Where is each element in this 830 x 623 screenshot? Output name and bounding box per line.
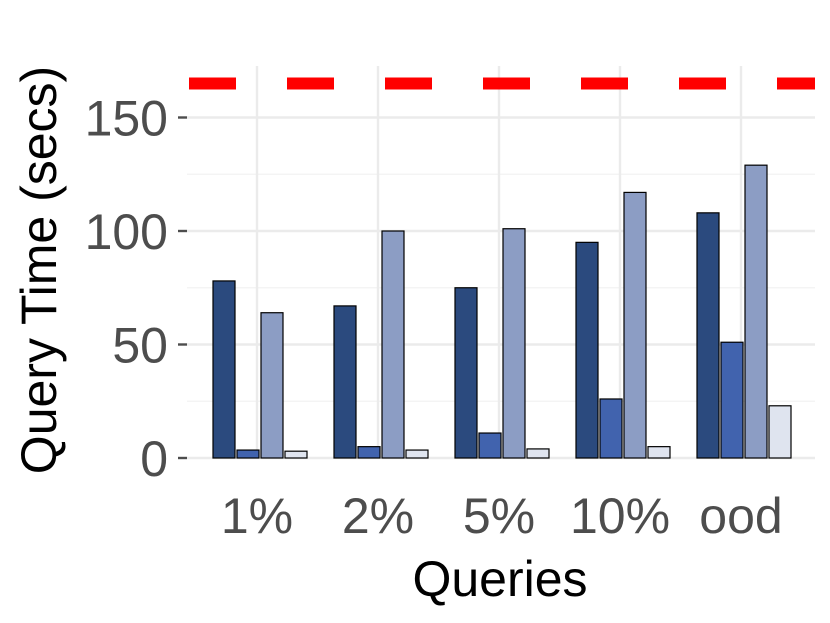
bar — [405, 449, 429, 459]
axis-ticks — [178, 116, 187, 460]
x-tick-labels: 1% 2% 5% 10% ood — [221, 488, 783, 544]
bar — [284, 450, 308, 459]
bars — [212, 164, 792, 459]
bar — [526, 448, 550, 459]
bar — [260, 312, 284, 459]
bar — [744, 164, 768, 459]
bar — [212, 280, 236, 459]
bar — [623, 191, 647, 459]
y-tick-label: 0 — [140, 431, 168, 487]
y-axis-title: Query Time (secs) — [11, 66, 67, 474]
y-tick-label: 100 — [85, 204, 168, 260]
bar — [768, 405, 792, 459]
bar — [696, 212, 720, 459]
x-tick-label: 5% — [463, 488, 535, 544]
y-tick-label: 50 — [112, 318, 168, 374]
x-tick-label: 10% — [570, 488, 670, 544]
bar — [720, 341, 744, 459]
y-tick-label: 150 — [85, 91, 168, 147]
bar — [478, 432, 502, 459]
bar — [502, 228, 526, 459]
x-axis-title: Queries — [412, 551, 587, 607]
x-tick-label: 1% — [221, 488, 293, 544]
bar — [575, 241, 599, 459]
bar — [454, 287, 478, 459]
bar — [357, 446, 381, 459]
y-tick-labels: 0 50 100 150 — [85, 91, 168, 488]
bar — [236, 449, 260, 459]
bar — [381, 230, 405, 459]
x-tick-label: 2% — [342, 488, 414, 544]
x-tick-label: ood — [699, 488, 782, 544]
bar — [333, 305, 357, 459]
bar — [647, 446, 671, 459]
bar — [599, 398, 623, 459]
